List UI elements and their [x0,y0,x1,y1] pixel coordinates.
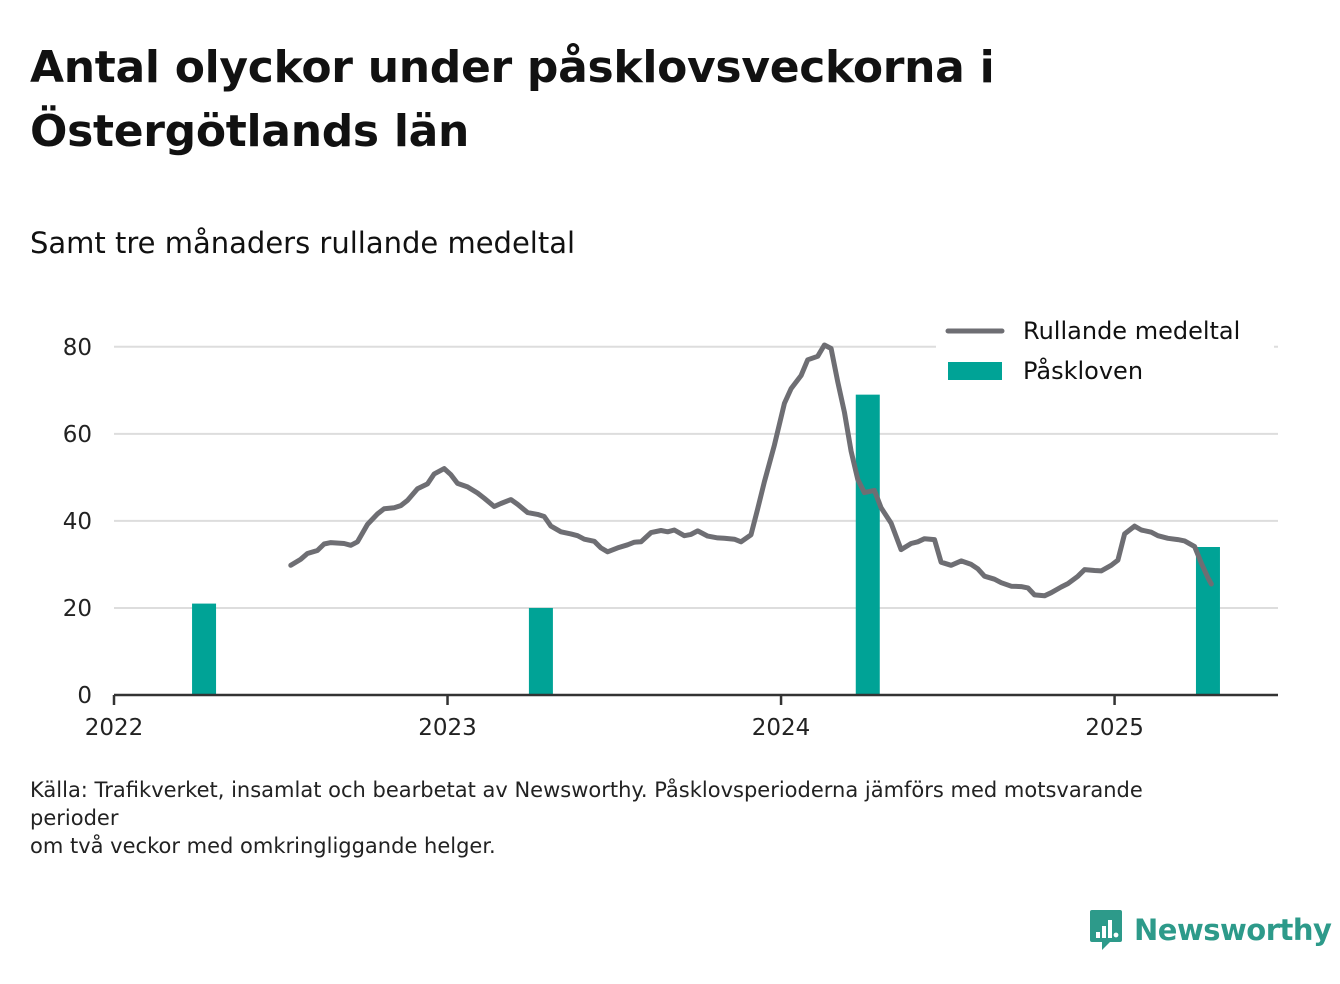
y-tick-label: 60 [63,422,92,448]
newsworthy-logo-icon [1090,910,1122,950]
y-tick-label: 0 [77,683,92,709]
x-tick-label: 2024 [752,715,811,741]
chart: 0 20 40 60 80 2022 2023 2024 2025 Rullande mede… [63,310,1278,741]
rolling-average-line [288,342,1214,599]
y-axis-ticks: 0 20 40 60 80 [63,335,92,709]
x-tick-label: 2023 [418,715,477,741]
y-tick-label: 40 [63,509,92,535]
x-axis-ticks: 2022 2023 2024 2025 [85,695,1144,741]
chart-subtitle: Samt tre månaders rullande medeltal [30,226,576,260]
source-note: Källa: Trafikverket, insamlat och bearbe… [30,776,1230,860]
bar [1195,547,1220,695]
newsworthy-logo[interactable]: Newsworthy [1088,908,1332,952]
x-tick-label: 2022 [85,715,144,741]
x-tick-label: 2025 [1085,715,1144,741]
source-line-1: Källa: Trafikverket, insamlat och bearbe… [30,778,1143,830]
legend: Rullande medeltal Påskloven [936,310,1274,392]
y-tick-label: 80 [63,335,92,361]
bar [855,394,880,695]
bar [192,603,217,695]
bars [192,394,1220,695]
y-tick-label: 20 [63,596,92,622]
bar [528,607,553,695]
legend-swatch-bar [948,362,1002,380]
legend-label: Påskloven [1023,356,1143,385]
source-line-2: om två veckor med omkringliggande helger… [30,834,496,858]
logo-text: Newsworthy [1134,913,1332,947]
chart-title: Antal olyckor under påsklovsveckorna i Ö… [30,42,995,157]
legend-label: Rullande medeltal [1023,317,1240,345]
